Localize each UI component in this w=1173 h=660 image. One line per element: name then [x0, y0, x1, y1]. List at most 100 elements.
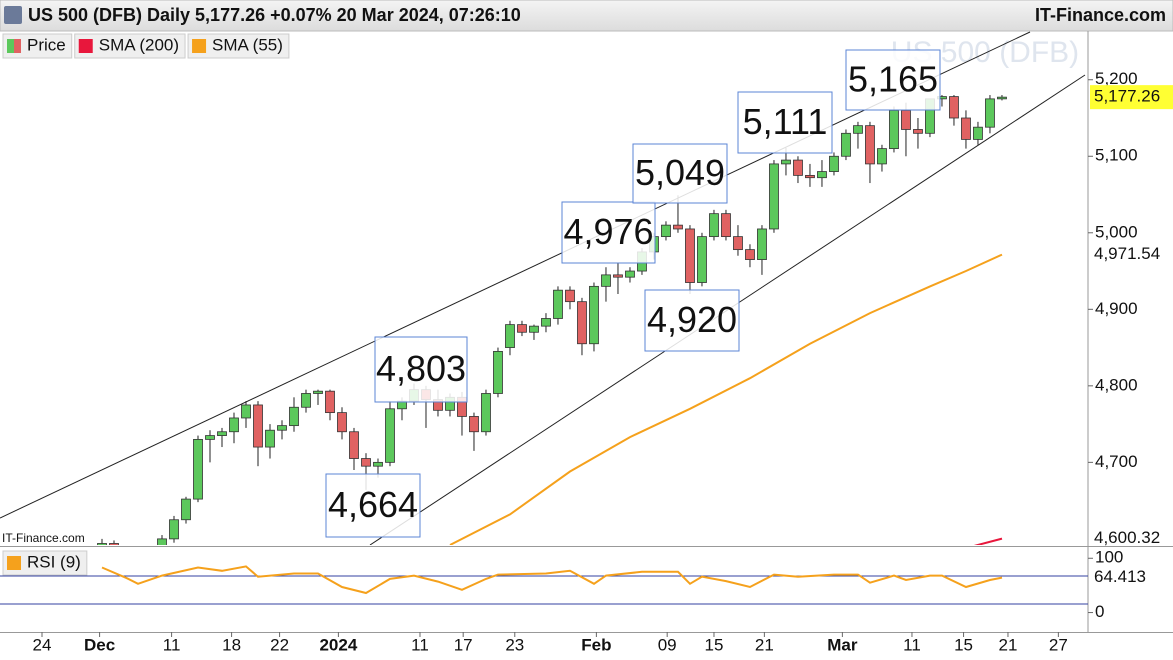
candle-body	[817, 171, 827, 179]
candle-body	[253, 404, 263, 448]
annotation: 4,664	[328, 484, 418, 525]
value-label: 5,177.26	[1094, 87, 1160, 106]
sma-line	[449, 253, 1003, 545]
candle-body	[325, 390, 335, 414]
legend-label: SMA (200)	[99, 35, 179, 54]
x-tick-label: 21	[755, 635, 774, 654]
value-label: 4,971.54	[1094, 244, 1160, 263]
header-title: US 500 (DFB) Daily 5,177.26 +0.07% 20 Ma…	[28, 5, 521, 25]
candle-body	[169, 519, 179, 540]
x-tick-label: 21	[999, 635, 1018, 654]
candle-body	[661, 224, 671, 238]
candle-body	[865, 125, 875, 165]
header-brand: IT-Finance.com	[1035, 5, 1166, 25]
legend-swatch	[14, 39, 21, 53]
candle-body	[577, 301, 587, 345]
candle-body	[997, 96, 1007, 100]
legend-entry: SMA (200)	[74, 33, 186, 59]
candle-body	[625, 270, 635, 278]
x-tick-label: 17	[454, 635, 473, 654]
candle-body	[829, 155, 839, 172]
candle-body	[157, 538, 167, 545]
candle-body	[337, 412, 347, 433]
rsi-tick-label: 0	[1095, 602, 1104, 621]
x-tick-label: 09	[658, 635, 677, 654]
legend-entry: Price	[2, 33, 73, 59]
legend-swatch	[7, 39, 14, 53]
legend-swatch	[192, 39, 207, 53]
legend-bg	[74, 33, 186, 59]
header-bar	[0, 0, 1173, 32]
x-tick-label: 27	[1049, 635, 1068, 654]
candle-body	[265, 429, 275, 448]
y-tick-label: 4,700	[1095, 452, 1138, 471]
source-label: IT-Finance.com	[2, 531, 85, 545]
rsi-pane	[0, 565, 1088, 605]
candle-body	[769, 163, 779, 230]
candle-body	[781, 159, 791, 165]
candle-body	[469, 416, 479, 433]
annotation: 4,920	[647, 299, 737, 340]
annotation: 5,111	[743, 101, 828, 142]
candle-body	[205, 435, 215, 440]
legend-swatch	[7, 556, 21, 570]
candle-body	[949, 96, 959, 119]
x-tick-label: 11	[903, 635, 921, 654]
x-tick-label: 22	[270, 635, 289, 654]
candle-body	[541, 318, 551, 327]
candle-body	[961, 117, 971, 140]
candle-body	[373, 461, 383, 467]
y-tick-label: 4,900	[1095, 299, 1138, 318]
candle-body	[385, 408, 395, 463]
annotation: 5,049	[635, 152, 725, 193]
annotation-box	[325, 473, 421, 538]
annotation-box	[561, 201, 656, 264]
candle-body	[277, 425, 287, 431]
candle-body	[517, 324, 527, 333]
x-tick-label: 15	[954, 635, 973, 654]
annotation-box	[737, 91, 833, 154]
candle-body	[685, 228, 695, 283]
candle-body	[601, 274, 611, 287]
x-tick-label: Feb	[581, 635, 611, 654]
x-tick-label: 18	[222, 635, 241, 654]
candle-body	[313, 390, 323, 394]
value-label: 4,600.32	[1094, 528, 1160, 547]
annotation-box	[632, 143, 728, 204]
candle-body	[565, 289, 575, 303]
annotation: 5,165	[848, 59, 938, 100]
candle-body	[505, 324, 515, 348]
y-tick-label: 4,800	[1095, 375, 1138, 394]
candle-body	[481, 393, 491, 433]
legend-swatch	[78, 39, 93, 53]
x-tick-label: 24	[33, 635, 52, 654]
candle-body	[217, 431, 227, 436]
legend-label: SMA (55)	[212, 35, 283, 54]
candle-body	[973, 126, 983, 140]
candle-body	[349, 431, 359, 459]
candle-body	[745, 249, 755, 260]
value-label: 64.413	[1094, 567, 1146, 586]
candle-body	[673, 224, 683, 230]
candle-body	[97, 543, 107, 545]
annotation: 4,803	[376, 348, 466, 389]
candle-body	[853, 125, 863, 134]
legend-label: RSI (9)	[27, 552, 81, 571]
rsi-tick-label: 100	[1095, 548, 1123, 567]
y-tick-label: 5,200	[1095, 69, 1138, 88]
annotation-box	[374, 336, 468, 403]
x-tick-label: 2024	[319, 635, 357, 654]
demo-icon	[4, 6, 22, 24]
candle-body	[289, 406, 299, 427]
channel-upper	[0, 31, 1031, 519]
candle-body	[361, 458, 371, 467]
y-tick-label: 5,100	[1095, 146, 1138, 165]
candle-body	[805, 174, 815, 179]
candle-body	[901, 109, 911, 130]
candle-body	[985, 98, 995, 128]
x-tick-label: Dec	[84, 635, 115, 654]
candle-body	[913, 129, 923, 134]
candle-body	[109, 543, 119, 545]
value-label-bg	[1090, 85, 1173, 110]
